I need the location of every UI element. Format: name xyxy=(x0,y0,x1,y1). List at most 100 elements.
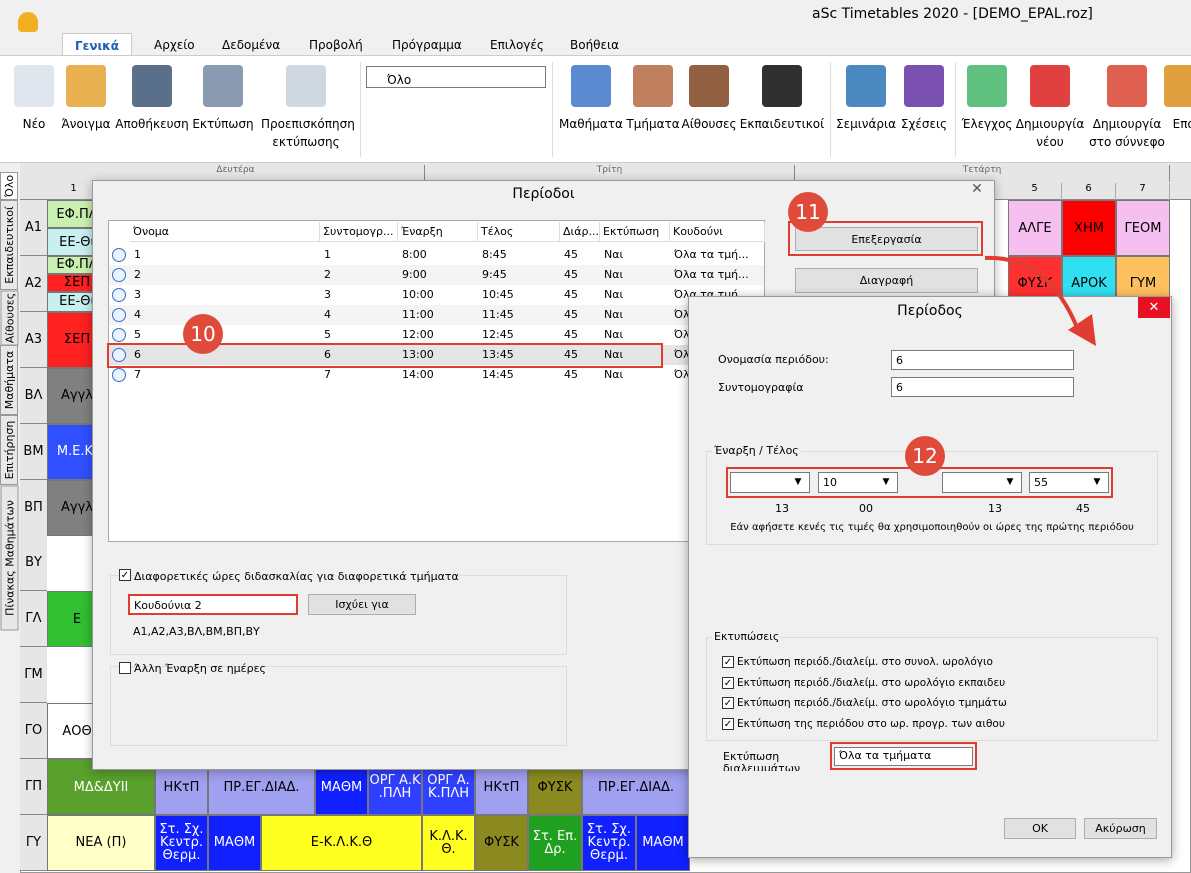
period-row[interactable] xyxy=(109,265,764,285)
checkbox[interactable]: ✓ xyxy=(722,676,734,689)
lesson-cell[interactable]: ΧΗΜ xyxy=(1062,200,1116,256)
period-cell: 13:00 xyxy=(402,348,434,361)
dialog-title: Περίοδοι xyxy=(512,186,575,202)
side-tab[interactable]: Επιτήρηση xyxy=(0,415,18,485)
column-header: Εκτύπωση xyxy=(600,222,670,242)
delete-button[interactable]: Διαγραφή xyxy=(795,268,978,293)
period-row[interactable] xyxy=(109,305,764,325)
toolbar-button[interactable]: Εκπαιδευτικοί xyxy=(739,117,825,131)
edit-button[interactable]: Επεξεργασία xyxy=(795,227,978,251)
toolbar-icon xyxy=(762,65,802,107)
side-tab[interactable]: Μαθήματα xyxy=(0,345,18,415)
time-note: Εάν αφήσετε κενές τις τιμές θα χρησιμοπο… xyxy=(730,522,1134,533)
options-group xyxy=(110,575,567,655)
ribbon-separator xyxy=(955,62,956,157)
lesson-cell[interactable]: ΜΑΘΜ xyxy=(636,814,690,871)
period-row[interactable] xyxy=(109,285,764,305)
menu-tab[interactable]: Δεδομένα xyxy=(222,38,281,52)
toolbar-icon xyxy=(286,65,326,107)
row-label: ΓΟ xyxy=(20,703,47,760)
time-select[interactable]: 55 ▼ xyxy=(1029,472,1109,493)
menu-tab[interactable]: Προβολή xyxy=(309,38,363,52)
side-tab[interactable]: Εκπαιδευτικοί xyxy=(0,200,18,290)
name-input[interactable]: 6 xyxy=(891,350,1074,370)
applies-button[interactable]: Ισχύει για xyxy=(308,594,416,615)
close-button[interactable]: ✕ xyxy=(971,181,983,197)
menu-tab[interactable]: Γενικά xyxy=(62,33,132,55)
toolbar-button[interactable]: Μαθήματα xyxy=(559,117,623,131)
toolbar-icon xyxy=(633,65,673,107)
bells-select[interactable]: Κουδούνια 2 xyxy=(128,594,298,615)
time-select[interactable]: 10 ▼ xyxy=(818,472,898,493)
side-tab[interactable]: Πίνακας Μαθημάτων xyxy=(0,485,18,630)
lesson-cell[interactable]: Στ. Σχ. Κεντρ. Θερμ. xyxy=(582,814,636,871)
ribbon-separator xyxy=(830,62,831,157)
cancel-button[interactable]: Ακύρωση xyxy=(1084,818,1157,839)
row-label: ΒΜ xyxy=(20,423,47,480)
toolbar-button[interactable]: Προεπισκόπηση εκτύπωσης xyxy=(261,117,355,149)
toolbar-button[interactable]: Σχέσεις xyxy=(900,117,948,131)
lesson-cell[interactable]: ΜΑΘΜ xyxy=(208,814,261,871)
short-input[interactable]: 6 xyxy=(891,377,1074,397)
period-row[interactable] xyxy=(109,365,764,385)
period-row[interactable] xyxy=(109,245,764,265)
side-tab[interactable]: Αίθουσες xyxy=(0,290,18,345)
period-row[interactable] xyxy=(109,325,764,345)
toolbar-button[interactable]: Άνοιγμα xyxy=(61,117,111,131)
lesson-cell[interactable]: ΦΥΣΚ xyxy=(475,814,528,871)
checkbox[interactable] xyxy=(119,662,131,674)
checkbox[interactable]: ✓ xyxy=(119,569,131,581)
toolbar-button[interactable]: Νέο xyxy=(22,117,46,131)
period-cell: 8:00 xyxy=(402,248,427,261)
time-select[interactable]: ▼ xyxy=(730,472,810,493)
lesson-cell[interactable]: Κ.Λ.Κ. Θ. xyxy=(422,814,475,871)
checkbox-label: Εκτύπωση της περιόδου στο ωρ. προγρ. των… xyxy=(737,717,1005,730)
toolbar-button[interactable]: Σεμινάρια xyxy=(836,117,896,131)
toolbar-button[interactable]: Τμήματα xyxy=(626,117,680,131)
dropdown-arrow: ▼ xyxy=(1006,477,1014,487)
lesson-cell[interactable]: ΝΕΑ (Π) xyxy=(47,814,155,871)
lesson-cell[interactable]: Στ. Σχ. Κεντρ. Θερμ. xyxy=(155,814,208,871)
toolbar-button[interactable]: Έλεγχος xyxy=(961,117,1013,131)
period-cell: 45 xyxy=(564,268,578,281)
side-tab[interactable]: Όλο xyxy=(0,172,18,200)
period-cell: 3 xyxy=(134,288,141,301)
period-cell: Ναι xyxy=(604,348,624,361)
menu-tab[interactable]: Αρχείο xyxy=(154,38,195,52)
badge: 12 xyxy=(905,436,945,476)
lesson-cell[interactable]: ΑΛΓΕ xyxy=(1008,200,1062,256)
toolbar-button[interactable]: Αίθουσες xyxy=(681,117,737,131)
checkbox[interactable]: ✓ xyxy=(722,697,734,709)
lesson-cell[interactable]: Στ. Επ. Δρ. xyxy=(528,814,582,871)
column-header: Όνομα xyxy=(130,222,320,242)
menu-tab[interactable]: Επιλογές xyxy=(490,38,544,52)
period-cell: 2 xyxy=(134,268,141,281)
view-select[interactable]: Όλο xyxy=(366,66,546,88)
toolbar-icon xyxy=(689,65,729,107)
row-label: Α2 xyxy=(20,255,47,312)
period-cell: Ναι xyxy=(604,328,624,341)
toolbar-icon xyxy=(571,65,611,107)
close-button[interactable]: ✕ xyxy=(1138,297,1170,318)
menu-tab[interactable]: Πρόγραμμα xyxy=(392,38,462,52)
ok-button[interactable]: OK xyxy=(1004,818,1076,839)
period-cell: 13:45 xyxy=(482,348,514,361)
checkbox[interactable]: ✓ xyxy=(722,656,734,668)
lesson-cell[interactable]: Ε-Κ.Λ.Κ.Θ xyxy=(261,814,422,871)
toolbar-button[interactable]: Επα xyxy=(1172,117,1191,131)
menu-tab[interactable]: Βοήθεια xyxy=(570,38,619,52)
period-cell: 12:45 xyxy=(482,328,514,341)
period-cell: 8:45 xyxy=(482,248,507,261)
toolbar-button[interactable]: Εκτύπωση xyxy=(192,117,254,131)
toolbar-button[interactable]: Δημιουργία νέου xyxy=(1015,117,1085,149)
toolbar-button[interactable]: Αποθήκευση xyxy=(115,117,189,131)
period-row[interactable] xyxy=(109,345,764,365)
breaks-select[interactable]: Όλα τα τμήματα xyxy=(834,747,973,766)
lesson-cell[interactable]: ΓΕΟΜ xyxy=(1116,200,1170,256)
other-group xyxy=(110,666,567,746)
toolbar-icon xyxy=(1030,65,1070,107)
time-select[interactable]: ▼ xyxy=(942,472,1022,493)
checkbox[interactable]: ✓ xyxy=(722,717,734,730)
toolbar-button[interactable]: Δημιουργία στο σύννεφο xyxy=(1089,117,1165,149)
period-cell: 5 xyxy=(324,328,331,341)
